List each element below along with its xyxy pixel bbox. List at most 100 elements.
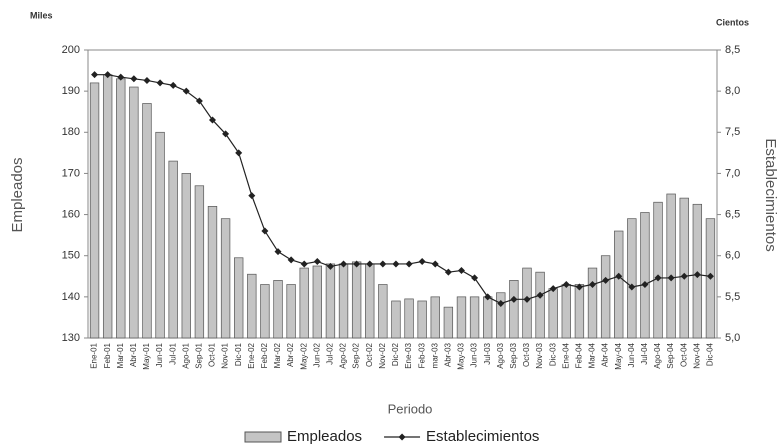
y2-tick-label: 7,0 [725,167,740,179]
marker [274,248,282,256]
marker [589,281,597,289]
marker [261,227,269,235]
bar [194,185,205,339]
bar [509,280,519,339]
bar [102,74,113,339]
marker [340,260,348,268]
bar [430,296,440,339]
x-tick-label: Oct-01 [208,342,217,367]
bar [443,306,454,339]
y-unit: Miles [30,10,53,20]
x-tick-label: Jun-03 [470,342,479,367]
bar [614,230,624,339]
x-tick-label: mar-03 [430,342,439,368]
x-tick-label: May-03 [457,342,466,369]
marker [366,260,374,268]
marker [536,291,544,299]
x-tick-label: Ene-04 [561,342,570,368]
bar [666,193,676,339]
x-tick-label: May-04 [614,342,623,369]
y-tick-label: 180 [62,126,80,138]
y2-tick-label: 6,5 [725,208,740,220]
marker [457,267,465,275]
marker [615,272,623,280]
marker [562,281,570,289]
y2-axis-label: Establecimientos [762,138,779,251]
y2-tick-label: 5,5 [725,291,740,303]
bar [417,300,427,339]
y-tick-label: 200 [62,44,80,56]
marker [680,272,688,280]
bar [469,296,480,339]
y-tick-label: 150 [62,250,80,262]
x-tick-label: Ago-01 [181,342,190,368]
marker [471,274,479,282]
bar [155,131,165,339]
marker [418,257,426,265]
bar [220,218,231,339]
bar [679,197,689,339]
marker [248,192,256,200]
x-tick-label: Abr-01 [129,342,138,367]
bar [89,82,100,339]
marker [654,274,662,282]
x-tick-label: Sep-04 [666,342,675,368]
marker [143,76,151,84]
bar [338,263,349,339]
bar [587,267,598,339]
x-tick-label: Mar-02 [273,342,282,368]
x-tick-label: Nov-02 [378,342,387,368]
x-tick-label: May-01 [142,342,151,369]
bar [548,288,558,339]
bar [247,273,257,339]
x-tick-label: Jul-02 [326,342,335,364]
bar [574,284,585,339]
bar [286,284,296,339]
y-axis-label: Empleados [9,157,26,232]
x-tick-label: Mar-01 [116,342,125,368]
bar [142,103,152,339]
bar [260,284,270,339]
bar [299,267,309,339]
bar [207,205,218,339]
x-axis-label: Periodo [388,401,433,416]
marker [169,81,177,89]
bar [391,300,401,339]
marker [628,283,636,291]
x-tick-label: Feb-02 [260,342,269,368]
x-tick-label: Ene-01 [90,342,99,368]
x-tick-label: Ago-02 [339,342,348,368]
bar [312,265,322,339]
x-tick-label: Oct-03 [522,342,531,367]
marker [484,293,492,301]
x-tick-label: Abr-02 [286,342,295,367]
marker [117,73,125,81]
bar [181,173,191,339]
x-tick-label: Sep-03 [509,342,518,368]
y-tick-label: 160 [62,208,80,220]
bar [404,298,414,339]
bar [483,296,493,339]
x-tick-label: Dic-01 [234,342,243,366]
x-tick-label: Jul-04 [640,342,649,364]
bar [522,267,532,339]
marker [313,257,321,265]
y-tick-label: 130 [62,332,80,344]
x-tick-label: Jun-04 [627,342,636,367]
marker [91,71,99,79]
y2-unit: Cientos [716,17,749,27]
marker [549,285,557,293]
x-tick-label: Nov-03 [535,342,544,368]
marker [208,116,216,124]
bar [627,218,637,339]
bar [273,280,283,339]
x-tick-label: Jun-01 [155,342,164,367]
marker [287,256,295,264]
x-tick-label: Feb-03 [417,342,426,368]
x-tick-label: Jul-03 [483,342,492,364]
marker [222,130,230,138]
bar [535,271,545,339]
x-tick-label: Oct-02 [365,342,374,367]
legend-label: Empleados [287,428,362,445]
